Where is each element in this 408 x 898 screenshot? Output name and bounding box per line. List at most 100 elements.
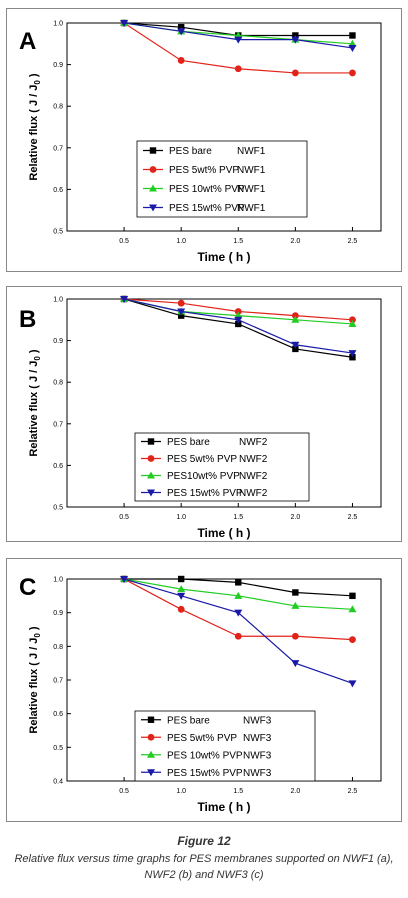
x-tick-label: 1.5 (233, 788, 243, 795)
chart-panel-b: B 0.5 1.0 1.5 2.0 2.5 0.5 0.6 0.7 0.8 0.9 1.0 Time (… (6, 286, 402, 542)
series-3 (120, 20, 357, 52)
data-point (349, 592, 356, 600)
figure-title: Figure 12 (177, 834, 231, 848)
x-tick-label: 2.5 (348, 238, 358, 245)
legend-tag: NWF3 (243, 733, 272, 744)
y-tick-label: 0.6 (53, 187, 63, 194)
legend-swatch-marker (147, 471, 155, 479)
panel-label: B (19, 306, 36, 333)
y-axis-label: Relative flux ( J / J0 ) (28, 73, 42, 180)
series-1 (120, 575, 356, 643)
legend-tag: NWF2 (239, 454, 268, 465)
y-axis-label-main: Relative flux ( J / J (28, 85, 40, 181)
chart-panel-c: C 0.5 1.0 1.5 2.0 2.5 0.4 0.5 0.6 0.7 0.8 0.9 1.0 Tim… (6, 558, 402, 822)
x-tick-label: 0.5 (119, 238, 129, 245)
x-axis-label: Time ( h ) (197, 250, 250, 264)
y-tick-label: 0.7 (53, 678, 63, 685)
legend-label: PES bare (167, 437, 210, 448)
data-point (292, 345, 299, 353)
panel-label: A (19, 28, 36, 55)
figure-caption-text: Relative flux versus time graphs for PES… (14, 853, 394, 881)
x-tick-label: 1.5 (233, 238, 243, 245)
y-axis-label-sub: 0 (33, 80, 42, 85)
data-point (177, 23, 185, 31)
x-tick-label: 0.5 (119, 788, 129, 795)
chart-b-svg: B 0.5 1.0 1.5 2.0 2.5 0.5 0.6 0.7 0.8 0.9 1.0 Time (… (19, 295, 382, 540)
x-tick-label: 2.0 (290, 238, 300, 245)
data-point (348, 350, 357, 358)
legend-swatch-marker (147, 769, 155, 777)
data-point (234, 609, 243, 617)
y-tick-label: 0.9 (53, 610, 63, 617)
y-tick-label: 0.9 (53, 338, 63, 345)
chart-panel-a: A 0.5 1.0 1.5 2.0 2.5 0.5 0.6 0.7 0.8 0.9 1.0 Time (… (6, 8, 402, 272)
legend-box (134, 710, 316, 782)
legend-tag: NWF1 (237, 184, 266, 195)
legend-tag: NWF2 (239, 488, 268, 499)
legend-swatch-marker (147, 716, 155, 723)
legend-label: PES 15wt% PVP (167, 488, 243, 499)
x-tick-label: 1.0 (176, 238, 186, 245)
data-point (348, 44, 357, 52)
data-point (291, 69, 299, 77)
x-axis-label: Time ( h ) (197, 800, 250, 814)
legend-label: PES 10wt% PVP (169, 184, 245, 195)
data-point (120, 20, 129, 27)
data-point (291, 312, 299, 320)
y-tick-label: 0.9 (53, 62, 63, 69)
data-point (120, 576, 129, 583)
legend-swatch-marker (147, 750, 155, 758)
data-point (349, 354, 356, 361)
data-point (235, 579, 242, 586)
y-axis-label: Relative flux ( J / J0 ) (28, 349, 42, 456)
data-point (234, 632, 242, 640)
data-point (177, 28, 186, 36)
series-3 (120, 576, 357, 688)
legend-swatch-marker (149, 204, 157, 212)
x-tick-label: 1.5 (233, 514, 243, 521)
data-point (177, 299, 185, 307)
y-tick-label: 0.5 (53, 229, 63, 236)
x-tick-label: 0.5 (119, 514, 129, 521)
legend-label: PES 5wt% PVP (167, 733, 237, 744)
data-point (291, 632, 299, 640)
y-tick-label: 1.0 (53, 577, 63, 584)
chart-c-svg: C 0.5 1.0 1.5 2.0 2.5 0.4 0.5 0.6 0.7 0.8 0.9 1.0 Tim… (19, 574, 382, 814)
y-tick-label: 0.6 (53, 463, 63, 470)
data-point (177, 592, 186, 600)
data-point (177, 605, 185, 613)
x-tick-label: 2.0 (290, 788, 300, 795)
y-axis-label-end: ) (28, 73, 40, 80)
legend-tag: NWF3 (243, 715, 272, 726)
x-tick-label: 1.0 (176, 788, 186, 795)
y-tick-label: 0.8 (53, 380, 63, 387)
legend-swatch-marker (149, 147, 157, 154)
legend-tag: NWF1 (237, 165, 266, 176)
y-axis-label: Relative flux ( J / J0 ) (28, 626, 42, 733)
legend-swatch-marker (147, 489, 155, 497)
legend-box (134, 432, 310, 502)
y-tick-label: 0.8 (53, 644, 63, 651)
data-point (291, 341, 300, 349)
y-tick-label: 0.5 (53, 505, 63, 512)
data-point (177, 575, 185, 583)
y-axis-label-main: Relative flux ( J / J (28, 361, 40, 457)
legend-label: PES 15wt% PVP (167, 768, 243, 779)
x-tick-label: 1.0 (176, 514, 186, 521)
legend-tag: NWF2 (239, 471, 268, 482)
legend-swatch-marker (147, 455, 155, 462)
series-3 (120, 296, 357, 358)
y-tick-label: 0.4 (53, 779, 63, 786)
data-point (348, 680, 357, 688)
y-tick-label: 1.0 (53, 21, 63, 28)
data-point (292, 32, 299, 39)
x-axis-label: Time ( h ) (197, 526, 250, 540)
y-tick-label: 0.7 (53, 145, 63, 152)
legend-swatch-marker (149, 184, 157, 192)
data-point (235, 320, 242, 328)
legend-tag: NWF2 (239, 437, 268, 448)
x-tick-label: 2.0 (290, 514, 300, 521)
y-tick-label: 0.7 (53, 421, 63, 428)
